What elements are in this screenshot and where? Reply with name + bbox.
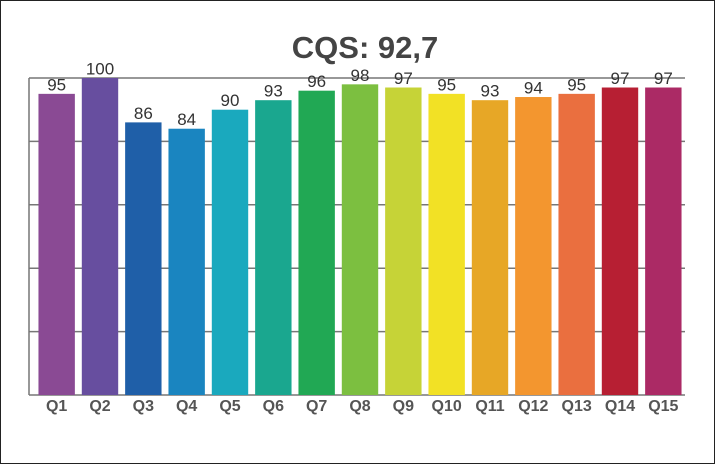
value-label: 97: [394, 69, 413, 88]
bar: [38, 93, 75, 395]
x-tick-label: Q6: [263, 398, 284, 415]
x-tick-label: Q5: [219, 398, 240, 415]
bar: [168, 128, 205, 395]
bar: [601, 87, 639, 395]
bar: [558, 93, 595, 395]
x-tick-label: Q4: [176, 398, 197, 415]
x-tick-label: Q1: [46, 398, 67, 415]
bar: [81, 78, 119, 395]
bar: [515, 97, 552, 396]
x-tick-label: Q11: [475, 398, 504, 415]
x-tick-label: Q2: [89, 398, 110, 415]
value-label: 93: [264, 82, 283, 101]
bar: [298, 90, 335, 396]
x-tick-label: Q10: [432, 398, 462, 415]
x-tick-label: Q12: [518, 398, 548, 415]
value-label: 100: [86, 59, 114, 78]
value-label: 95: [437, 75, 456, 94]
x-tick-label: Q9: [393, 398, 414, 415]
x-tick-label: Q8: [349, 398, 370, 415]
bar: [385, 87, 422, 395]
x-tick-label: Q13: [562, 398, 592, 415]
x-tick-label: Q7: [306, 398, 327, 415]
value-label: 98: [351, 66, 370, 85]
x-tick-label: Q15: [648, 398, 678, 415]
bar: [471, 100, 509, 395]
value-label: 90: [221, 91, 240, 110]
bar: [341, 84, 379, 395]
value-label: 97: [654, 69, 673, 88]
value-label: 84: [177, 110, 196, 129]
value-label: 86: [134, 104, 153, 123]
chart-title: CQS: 92,7: [292, 30, 438, 65]
bar: [125, 122, 162, 395]
bar: [428, 93, 465, 395]
value-label: 93: [481, 82, 500, 101]
value-label: 96: [307, 72, 326, 91]
bar: [645, 87, 682, 395]
bar: [255, 100, 292, 395]
x-tick-label: Q3: [133, 398, 154, 415]
x-tick-label: Q14: [605, 398, 635, 415]
value-label: 95: [47, 75, 66, 94]
value-label: 95: [567, 75, 586, 94]
value-label: 97: [611, 69, 630, 88]
bar: [211, 109, 249, 395]
value-label: 94: [524, 79, 543, 98]
